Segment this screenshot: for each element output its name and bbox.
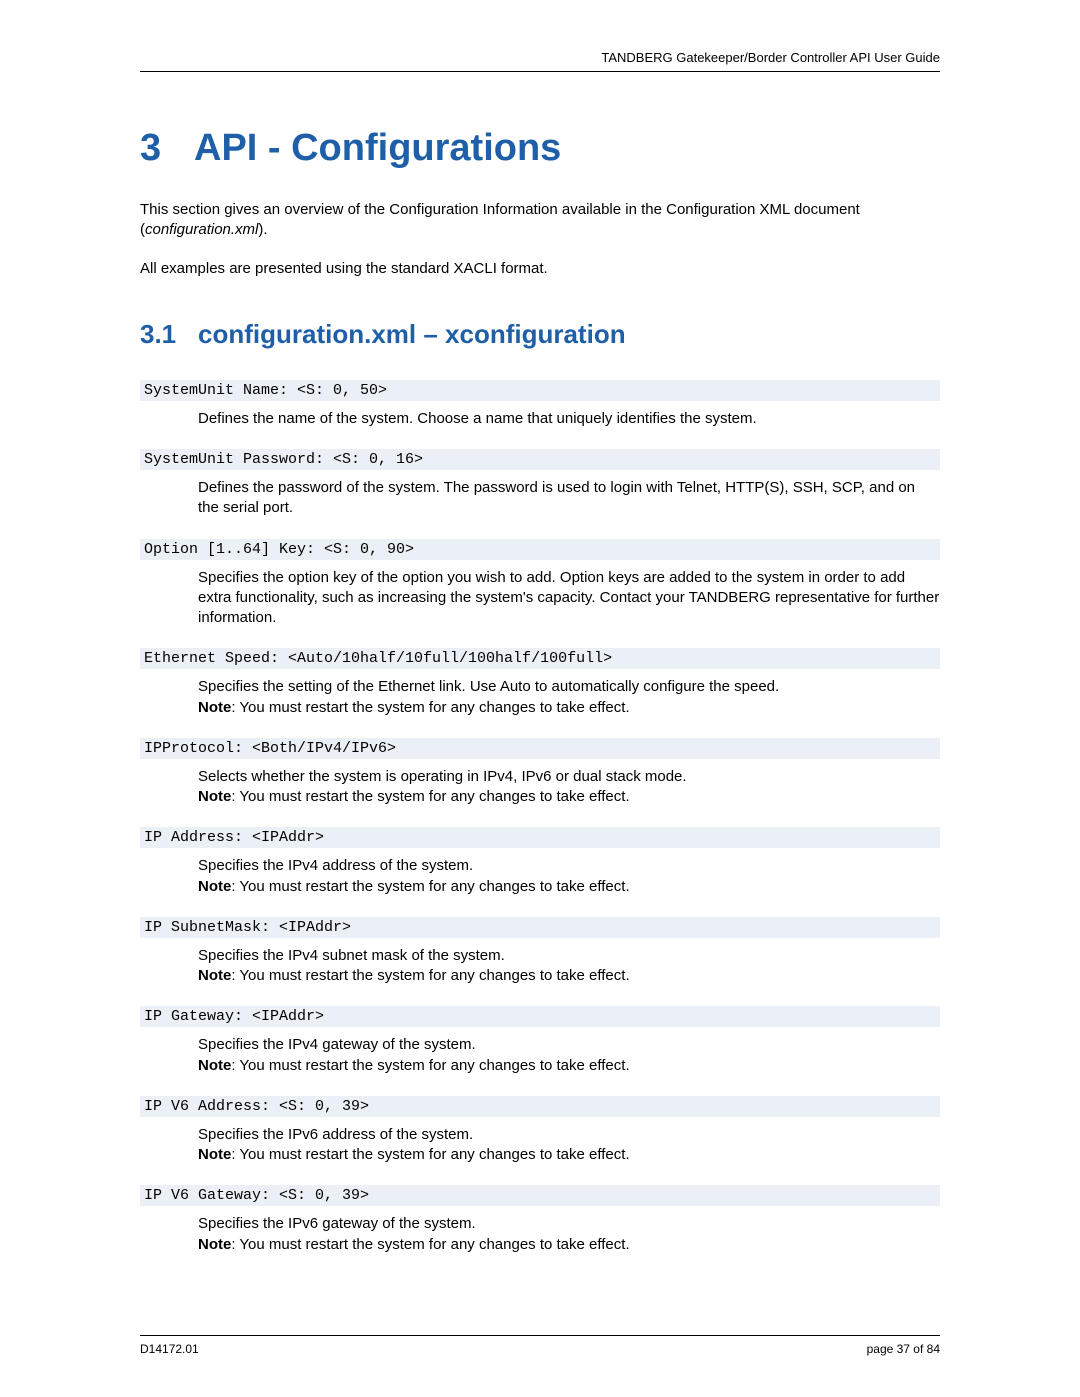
chapter-heading: 3API - Configurations [140, 127, 940, 170]
config-code-line: IP V6 Address: <S: 0, 39> [140, 1096, 940, 1117]
config-code-line: SystemUnit Password: <S: 0, 16> [140, 449, 940, 470]
page-container: TANDBERG Gatekeeper/Border Controller AP… [0, 0, 1080, 1386]
note-text: : You must restart the system for any ch… [231, 1236, 629, 1253]
config-description: Specifies the IPv4 address of the system… [198, 856, 940, 897]
config-description: Specifies the IPv4 subnet mask of the sy… [198, 946, 940, 987]
intro-p1-italic: configuration.xml [145, 221, 258, 238]
config-description: Specifies the option key of the option y… [198, 568, 940, 629]
config-code-line: IP Gateway: <IPAddr> [140, 1006, 940, 1027]
chapter-number: 3 [140, 127, 194, 170]
chapter-title: API - Configurations [194, 127, 561, 169]
section-title: configuration.xml – xconfiguration [198, 319, 626, 349]
note-label: Note [198, 1057, 231, 1074]
config-code-line: Ethernet Speed: <Auto/10half/10full/100h… [140, 648, 940, 669]
config-description: Specifies the IPv6 address of the system… [198, 1125, 940, 1166]
config-desc-text: Defines the name of the system. Choose a… [198, 410, 757, 427]
config-item: Ethernet Speed: <Auto/10half/10full/100h… [140, 648, 940, 718]
config-item: IP V6 Address: <S: 0, 39> Specifies the I… [140, 1096, 940, 1166]
note-label: Note [198, 878, 231, 895]
config-item: IP V6 Gateway: <S: 0, 39> Specifies the I… [140, 1185, 940, 1255]
note-text: : You must restart the system for any ch… [231, 878, 629, 895]
config-item: Option [1..64] Key: <S: 0, 90> Specifies … [140, 539, 940, 629]
note-text: : You must restart the system for any ch… [231, 699, 629, 716]
config-code-line: IP V6 Gateway: <S: 0, 39> [140, 1185, 940, 1206]
config-item: SystemUnit Name: <S: 0, 50> Defines the n… [140, 380, 940, 429]
note-label: Note [198, 788, 231, 805]
note-label: Note [198, 967, 231, 984]
config-code-line: Option [1..64] Key: <S: 0, 90> [140, 539, 940, 560]
section-heading: 3.1configuration.xml – xconfiguration [140, 319, 940, 350]
config-desc-text: Selects whether the system is operating … [198, 768, 687, 785]
config-desc-text: Specifies the IPv4 gateway of the system… [198, 1036, 476, 1053]
config-description: Defines the name of the system. Choose a… [198, 409, 940, 429]
config-item: IPProtocol: <Both/IPv4/IPv6> Selects whet… [140, 738, 940, 808]
config-item: IP SubnetMask: <IPAddr> Specifies the IPv… [140, 917, 940, 987]
config-code-line: IP Address: <IPAddr> [140, 827, 940, 848]
config-items-list: SystemUnit Name: <S: 0, 50> Defines the n… [140, 380, 940, 1255]
note-label: Note [198, 1236, 231, 1253]
config-item: IP Address: <IPAddr> Specifies the IPv4 a… [140, 827, 940, 897]
config-item: IP Gateway: <IPAddr> Specifies the IPv4 g… [140, 1006, 940, 1076]
config-desc-text: Specifies the IPv4 subnet mask of the sy… [198, 947, 505, 964]
config-desc-text: Specifies the IPv4 address of the system… [198, 857, 473, 874]
note-text: : You must restart the system for any ch… [231, 1057, 629, 1074]
config-description: Specifies the setting of the Ethernet li… [198, 677, 940, 718]
config-description: Defines the password of the system. The … [198, 478, 940, 519]
config-desc-text: Specifies the IPv6 address of the system… [198, 1126, 473, 1143]
footer-page-number: page 37 of 84 [867, 1342, 940, 1356]
intro-paragraph-1: This section gives an overview of the Co… [140, 200, 940, 241]
note-text: : You must restart the system for any ch… [231, 788, 629, 805]
config-description: Selects whether the system is operating … [198, 767, 940, 808]
config-desc-text: Specifies the IPv6 gateway of the system… [198, 1215, 476, 1232]
note-label: Note [198, 699, 231, 716]
header-doc-title: TANDBERG Gatekeeper/Border Controller AP… [140, 50, 940, 65]
config-code-line: IPProtocol: <Both/IPv4/IPv6> [140, 738, 940, 759]
footer-doc-id: D14172.01 [140, 1342, 199, 1356]
config-item: SystemUnit Password: <S: 0, 16> Defines t… [140, 449, 940, 519]
config-description: Specifies the IPv4 gateway of the system… [198, 1035, 940, 1076]
config-desc-text: Specifies the setting of the Ethernet li… [198, 678, 779, 695]
note-text: : You must restart the system for any ch… [231, 967, 629, 984]
note-label: Note [198, 1146, 231, 1163]
page-footer: D14172.01 page 37 of 84 [140, 1335, 940, 1356]
section-number: 3.1 [140, 319, 198, 350]
config-code-line: IP SubnetMask: <IPAddr> [140, 917, 940, 938]
config-desc-text: Specifies the option key of the option y… [198, 569, 939, 627]
config-desc-text: Defines the password of the system. The … [198, 479, 915, 516]
config-description: Specifies the IPv6 gateway of the system… [198, 1214, 940, 1255]
intro-p1-end: ). [258, 221, 267, 238]
intro-paragraph-2: All examples are presented using the sta… [140, 259, 940, 279]
config-code-line: SystemUnit Name: <S: 0, 50> [140, 380, 940, 401]
note-text: : You must restart the system for any ch… [231, 1146, 629, 1163]
header-rule [140, 71, 940, 72]
